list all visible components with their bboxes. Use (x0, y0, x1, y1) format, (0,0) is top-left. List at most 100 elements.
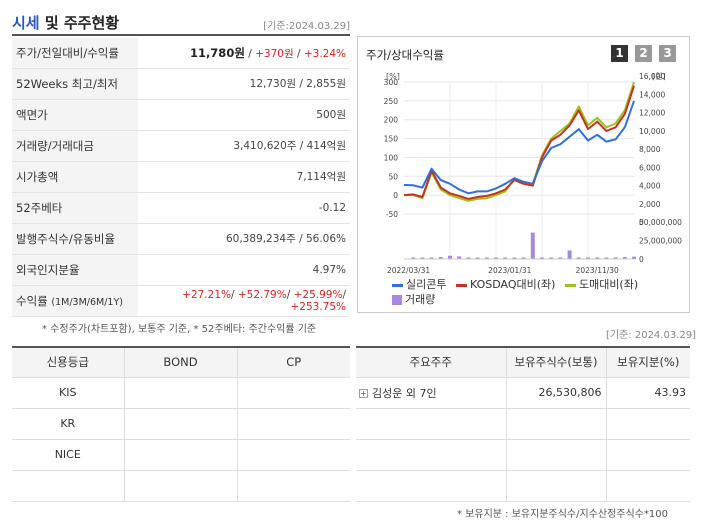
row-label: 수익률 (1M/3M/6M/1Y) (12, 285, 138, 317)
y-tick-label-left: 0 (393, 191, 398, 200)
column-header: CP (236, 347, 350, 378)
volume-bar (530, 232, 535, 259)
y-tick-label-left: 250 (384, 97, 399, 106)
table-row: 거래량/거래대금 3,410,620주 / 414억원 (12, 130, 350, 162)
y-tick-label-right: 12,000 (639, 109, 665, 118)
row-value: 60,389,234주 / 56.06% (138, 223, 350, 255)
chart-tab-3[interactable]: 3 (659, 45, 676, 62)
volume-bar (503, 257, 508, 259)
volume-bar (632, 256, 636, 259)
rate: +3.24% (303, 47, 346, 60)
y-tick-label-right: 10,000 (639, 127, 665, 136)
volume-bar (466, 257, 471, 259)
table-row (356, 470, 690, 502)
column-header: 주요주주 (356, 347, 506, 378)
volume-bar (613, 257, 618, 259)
volume-bar (411, 257, 416, 259)
volume-bar (567, 250, 572, 259)
column-header: BOND (123, 347, 237, 378)
y-tick-label-right: 2,000 (639, 200, 661, 209)
volume-bar (576, 257, 581, 259)
volume-tick-label: 50,000,000 (639, 218, 682, 227)
agency: KIS (12, 377, 124, 409)
volume-bar (512, 257, 517, 259)
legend-swatch (392, 283, 403, 287)
volume-bar (540, 257, 544, 259)
agency: NICE (12, 439, 124, 471)
volume-bar (438, 257, 443, 259)
row-label: 거래량/거래대금 (12, 130, 138, 162)
volume-bar (429, 257, 434, 259)
volume-bar (420, 257, 425, 259)
price-chart: [%] [원] 300 250 200 150 100 50 0 -50 16,000 14,000 1… (384, 72, 682, 275)
chart-tab-2[interactable]: 2 (635, 45, 652, 62)
row-value: 4.97% (138, 254, 350, 286)
table-row: 수익률 (1M/3M/6M/1Y) +27.21%/ +52.79%/ +25.… (12, 285, 350, 317)
volume-bar (494, 257, 498, 259)
volume-bar (586, 257, 590, 259)
return-1m: +27.21% (182, 288, 231, 301)
table-row: 52주베타 -0.12 (12, 192, 350, 224)
column-header: 보유지분(%) (605, 347, 690, 378)
legend-item: 도매대비(좌) (564, 277, 638, 292)
y-tick-label-left: 50 (388, 172, 398, 181)
bond-rating (123, 377, 237, 409)
legend-item: 실리콘투 (392, 277, 446, 292)
row-label: 시가총액 (12, 161, 138, 193)
table-row: 주가/전일대비/수익률 11,780원 / +370원 / +3.24% (12, 38, 350, 69)
row-label: 발행주식수/유동비율 (12, 223, 138, 255)
row-value: 12,730원 / 2,855원 (138, 68, 350, 100)
row-value: 11,780원 / +370원 / +3.24% (138, 38, 350, 69)
table-row: 발행주식수/유동비율 60,389,234주 / 56.06% (12, 223, 350, 255)
table-row (356, 439, 690, 471)
column-header: 보유주식수(보통) (505, 347, 606, 378)
return-3m: +52.79% (237, 288, 287, 301)
legend-item: KOSDAQ대비(좌) (455, 277, 555, 292)
right-axis-unit: [원] (652, 72, 666, 81)
base-date: [기준:2024.03.29] (263, 21, 350, 32)
y-tick-label-right: 0 (639, 218, 644, 227)
volume-bar (558, 257, 563, 259)
return-6m: +25.99% (293, 288, 343, 301)
row-label: 외국인지분율 (12, 254, 138, 286)
x-tick-label: 2022/03/31 (387, 266, 430, 275)
y-tick-label-left: 150 (384, 135, 399, 144)
volume-bar (595, 257, 600, 259)
y-tick-label-left: 100 (384, 153, 399, 162)
holder-shares: 26,530,806 (505, 377, 606, 409)
row-value: -0.12 (138, 192, 350, 224)
table-row: 액면가 500원 (12, 99, 350, 131)
y-tick-label-left: -50 (386, 210, 398, 219)
row-label: 52주베타 (12, 192, 138, 224)
page-title: 시세 및 주주현황 (12, 14, 120, 32)
volume-bar (622, 257, 627, 259)
holder-name[interactable]: + 김성운 외 7인 (356, 377, 506, 409)
legend-item: 거래량 (392, 292, 435, 307)
volume-bar (475, 257, 480, 259)
table-header-row: 신용등급 BOND CP (12, 347, 350, 378)
row-label: 52Weeks 최고/최저 (12, 68, 138, 100)
expand-plus-icon[interactable]: + (359, 389, 368, 398)
table-row[interactable]: + 김성운 외 7인 26,530,806 43.93 (356, 377, 690, 409)
table-row: NICE (12, 439, 350, 471)
section-header: 시세 및 주주현황 [기준:2024.03.29] (12, 10, 350, 36)
volume-bar (521, 257, 526, 259)
change: +370원 (255, 47, 294, 60)
cp-rating (236, 439, 350, 471)
table-row: 시가총액 7,114억원 (12, 161, 350, 193)
chart-tab-1[interactable]: 1 (611, 45, 628, 62)
y-tick-label-right: 8,000 (639, 145, 661, 154)
table-row: KR (12, 408, 350, 440)
x-tick-label: 2023/11/30 (576, 266, 619, 275)
table-row (12, 470, 350, 502)
agency: KR (12, 408, 124, 440)
y-tick-label-left: 200 (384, 116, 399, 125)
table-header-row: 주요주주 보유주식수(보통) 보유지분(%) (356, 347, 690, 378)
y-tick-label-right: 16,000 (639, 72, 665, 81)
cp-rating (236, 470, 350, 502)
table-row: KIS (12, 377, 350, 409)
series-line (403, 85, 635, 200)
volume-tick-label: 0 (639, 255, 644, 264)
row-label: 주가/전일대비/수익률 (12, 38, 138, 69)
quote-table: 주가/전일대비/수익률 11,780원 / +370원 / +3.24% 52W… (12, 38, 350, 317)
